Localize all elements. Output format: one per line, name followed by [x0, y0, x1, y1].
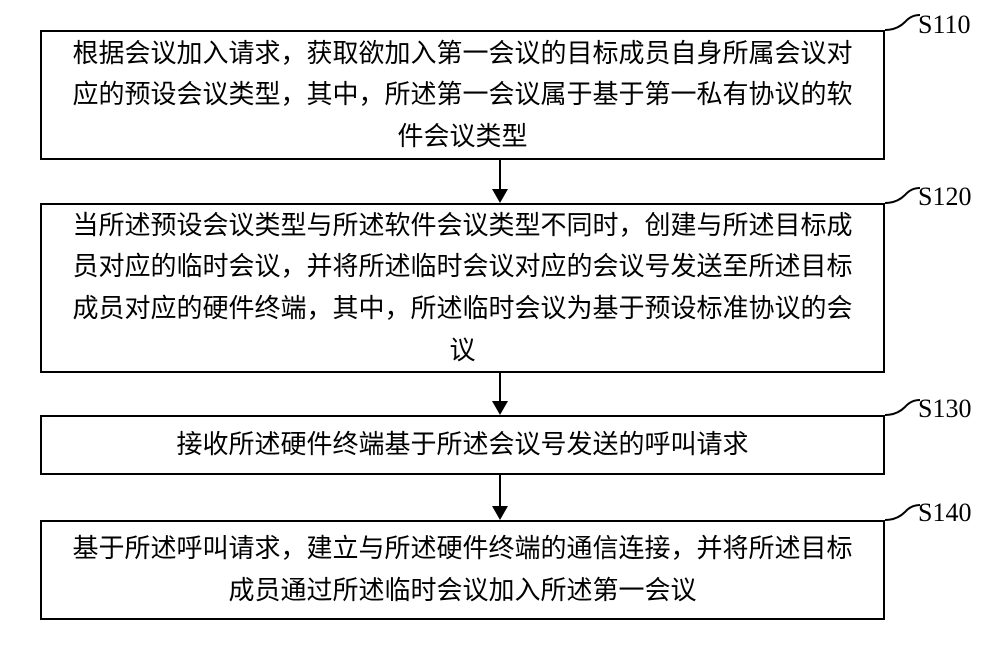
- step-label-s110: S110: [918, 10, 971, 40]
- arrow-2: [490, 373, 510, 415]
- step-text-s140: 基于所述呼叫请求，建立与所述硬件终端的通信连接，并将所述目标成员通过所述临时会议…: [62, 528, 863, 611]
- arrow-1: [490, 160, 510, 203]
- hook-s140: [885, 500, 920, 525]
- step-label-s130: S130: [918, 394, 971, 424]
- arrow-3: [490, 475, 510, 520]
- step-label-s140: S140: [918, 498, 971, 528]
- step-label-s120: S120: [918, 182, 971, 212]
- hook-s120: [885, 183, 920, 208]
- step-text-s120: 当所述预设会议类型与所述软件会议类型不同时，创建与所述目标成员对应的临时会议，并…: [62, 205, 863, 371]
- step-text-s130: 接收所述硬件终端基于所述会议号发送的呼叫请求: [176, 424, 748, 466]
- step-box-s130: 接收所述硬件终端基于所述会议号发送的呼叫请求: [40, 415, 885, 475]
- step-box-s140: 基于所述呼叫请求，建立与所述硬件终端的通信连接，并将所述目标成员通过所述临时会议…: [40, 520, 885, 620]
- step-box-s110: 根据会议加入请求，获取欲加入第一会议的目标成员自身所属会议对应的预设会议类型，其…: [40, 30, 885, 160]
- step-text-s110: 根据会议加入请求，获取欲加入第一会议的目标成员自身所属会议对应的预设会议类型，其…: [62, 33, 863, 158]
- hook-s110: [885, 10, 920, 35]
- hook-s130: [885, 395, 920, 420]
- flowchart-canvas: 根据会议加入请求，获取欲加入第一会议的目标成员自身所属会议对应的预设会议类型，其…: [0, 0, 1000, 655]
- step-box-s120: 当所述预设会议类型与所述软件会议类型不同时，创建与所述目标成员对应的临时会议，并…: [40, 203, 885, 373]
